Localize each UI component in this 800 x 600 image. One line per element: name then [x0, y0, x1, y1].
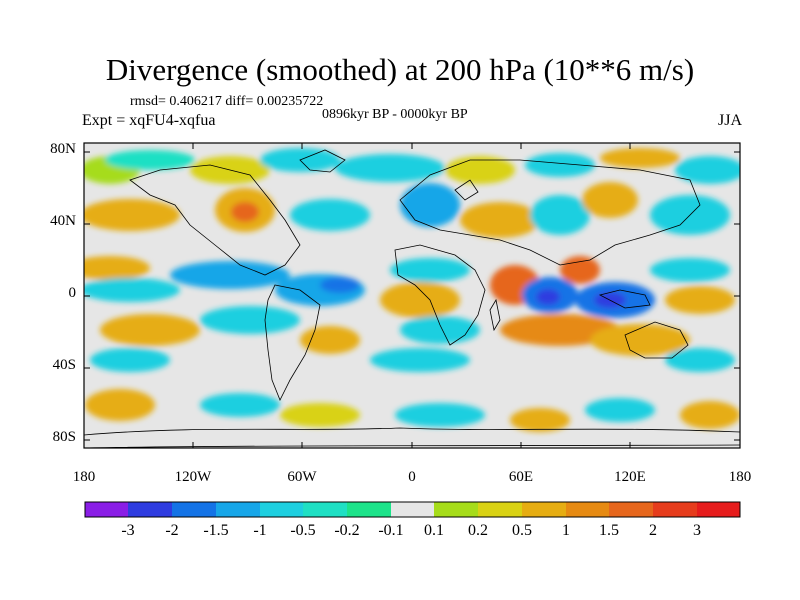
lon-label: 60W — [287, 469, 317, 485]
field-blob — [585, 398, 655, 422]
colorbar-label: 2 — [649, 522, 657, 539]
field-blob — [590, 324, 690, 356]
colorbar-swatch — [260, 502, 303, 517]
field-blob — [560, 256, 600, 284]
field-blob — [200, 306, 300, 334]
field-blob — [370, 348, 470, 372]
colorbar-swatch — [303, 502, 347, 517]
field-blob — [320, 277, 360, 293]
colorbar-swatch — [434, 502, 478, 517]
colorbar-label: -2 — [165, 522, 179, 539]
colorbar-swatch — [85, 502, 128, 517]
field-blob — [290, 199, 370, 231]
axis-ticks — [83, 143, 741, 448]
field-blob — [665, 348, 735, 372]
colorbar-swatch — [172, 502, 216, 517]
colorbar — [84, 501, 741, 518]
lat-label: 80S — [52, 429, 76, 445]
colorbar-swatch — [478, 502, 522, 517]
field-blob — [510, 408, 570, 432]
field-blob — [400, 183, 460, 227]
lon-label: 60E — [508, 469, 534, 485]
colorbar-swatch — [522, 502, 566, 517]
time-period: 0896kyr BP - 0000kyr BP — [322, 107, 468, 122]
colorbar-label: -1 — [253, 522, 267, 539]
colorbar-label: -0.2 — [334, 522, 360, 539]
field-blob — [200, 393, 280, 417]
experiment-label: Expt = xqFU4-xqfua — [82, 112, 216, 129]
lon-label: 120E — [614, 469, 646, 485]
lon-label: 180 — [728, 469, 752, 485]
field-blob — [90, 348, 170, 372]
field-blob — [650, 258, 730, 282]
colorbar-swatch — [566, 502, 609, 517]
colorbar-swatch — [347, 502, 391, 517]
colorbar-label: -3 — [121, 522, 135, 539]
field-blob — [460, 202, 540, 238]
field-blob — [665, 286, 735, 314]
field-blob — [536, 289, 560, 305]
field-blob — [170, 261, 290, 289]
field-blob — [395, 403, 485, 427]
divergence-field — [84, 143, 740, 448]
field-blob — [84, 256, 150, 280]
lon-label: 120W — [174, 469, 212, 485]
field-blob — [390, 258, 470, 282]
field-blob — [530, 195, 590, 235]
colorbar-label: -0.5 — [290, 522, 316, 539]
field-blob — [680, 401, 740, 429]
field-blob — [84, 199, 180, 231]
lat-label: 40N — [50, 213, 76, 229]
field-blob — [335, 154, 445, 182]
colorbar-frame — [84, 501, 741, 518]
lat-label: 80N — [50, 141, 76, 157]
field-blob — [500, 314, 620, 346]
coastlines — [84, 149, 740, 448]
colorbar-label: 1 — [562, 522, 570, 539]
season-label: JJA — [717, 112, 742, 129]
field-blob — [582, 182, 638, 218]
colorbar-swatch — [697, 502, 740, 517]
field-blob — [600, 148, 680, 168]
colorbar-swatch — [128, 502, 172, 517]
colorbar-label: -0.1 — [378, 522, 404, 539]
colorbar-label: 1.5 — [599, 522, 619, 539]
colorbar-label: 0.5 — [512, 522, 532, 539]
field-blob — [675, 156, 740, 184]
field-blob — [100, 314, 200, 346]
lon-label: 180 — [72, 469, 96, 485]
field-blob — [85, 389, 155, 421]
field-blob — [231, 202, 259, 222]
lat-label: 40S — [52, 357, 76, 373]
lat-label: 0 — [68, 285, 77, 301]
field-blob — [525, 153, 595, 177]
field-blob — [280, 403, 360, 427]
field-blob — [400, 316, 480, 344]
colorbar-label: -1.5 — [203, 522, 229, 539]
colorbar-label: 3 — [693, 522, 701, 539]
colorbar-swatch — [391, 502, 434, 517]
colorbar-swatch — [216, 502, 260, 517]
field-blob — [105, 150, 195, 170]
field-blob — [380, 282, 460, 318]
field-blob — [300, 326, 360, 354]
rmsd-diff-stats: rmsd= 0.406217 diff= 0.00235722 — [130, 94, 324, 109]
lon-label: 0 — [408, 469, 416, 485]
field-blob — [84, 278, 180, 302]
colorbar-label: 0.1 — [424, 522, 444, 539]
colorbar-label: 0.2 — [468, 522, 488, 539]
colorbar-swatch — [653, 502, 697, 517]
colorbar-swatch — [609, 502, 653, 517]
map-title: Divergence (smoothed) at 200 hPa (10**6 … — [105, 52, 695, 87]
